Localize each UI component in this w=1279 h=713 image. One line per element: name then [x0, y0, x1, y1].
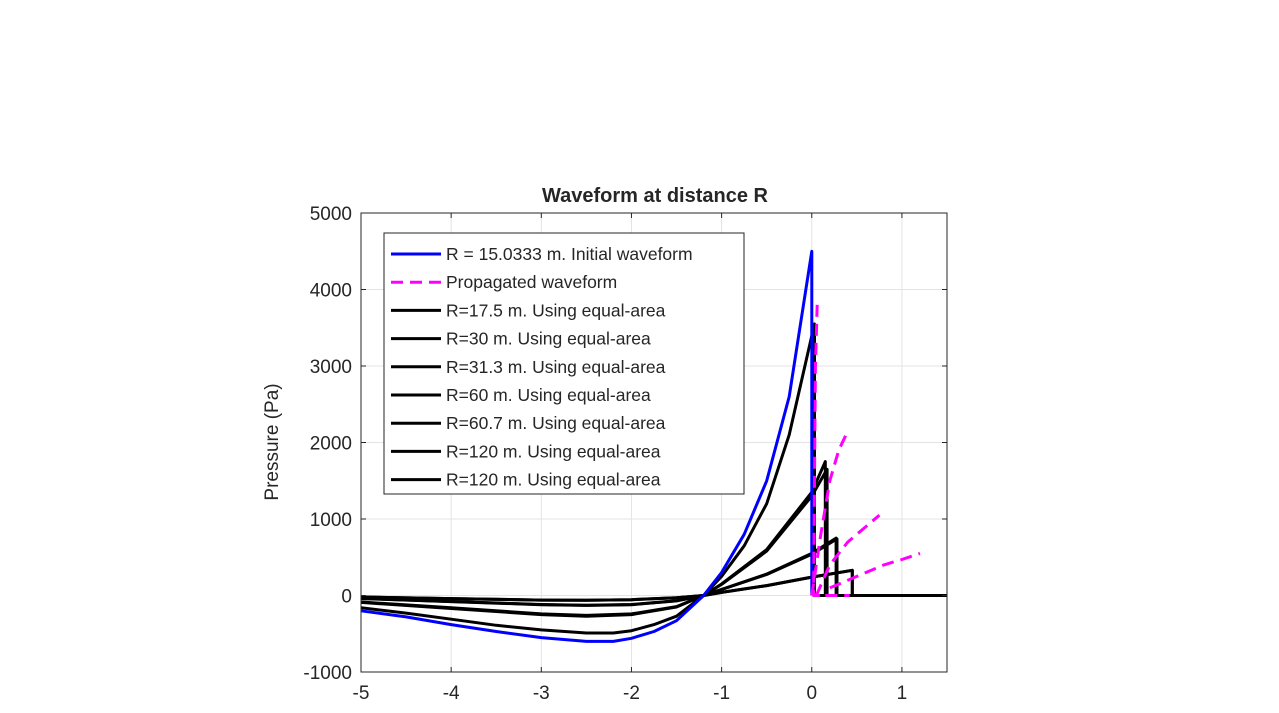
y-tick-label: 4000 [310, 281, 352, 302]
legend-label: Propagated waveform [446, 272, 617, 292]
series-line-1 [814, 514, 881, 597]
legend-label: R=30 m. Using equal-area [446, 329, 651, 349]
x-tick-label: -4 [443, 683, 460, 704]
y-tick-label: 5000 [310, 204, 352, 225]
legend-label: R=120 m. Using equal-area [446, 470, 661, 490]
y-tick-label: 3000 [310, 357, 352, 378]
legend-label: R = 15.0333 m. Initial waveform [446, 244, 693, 264]
legend-label: R=31.3 m. Using equal-area [446, 357, 666, 377]
y-tick-label: -1000 [303, 663, 352, 684]
y-tick-label: 2000 [310, 434, 352, 455]
legend: R = 15.0333 m. Initial waveform Propagate… [383, 232, 745, 495]
x-tick-label: -1 [713, 683, 730, 704]
series-line-1 [812, 304, 821, 597]
ticks: -5 -4 -3 -2 -1 0 1 -1000 0 1000 2000 3000 4000 5000 [303, 204, 947, 704]
x-tick-label: 0 [806, 683, 817, 704]
legend-label: R=17.5 m. Using equal-area [446, 300, 666, 320]
legend-label: R=60 m. Using equal-area [446, 385, 651, 405]
x-tick-label: -2 [623, 683, 640, 704]
series-line-1 [810, 430, 850, 596]
x-tick-label: -3 [533, 683, 550, 704]
series-line-1 [829, 551, 921, 590]
x-tick-label: 1 [897, 683, 908, 704]
series-line-2 [360, 322, 947, 635]
x-tick-label: -5 [353, 683, 370, 704]
series-lines [360, 249, 947, 643]
legend-label: R=60.7 m. Using equal-area [446, 413, 666, 433]
series-line-0 [360, 249, 814, 643]
legend-box [383, 232, 745, 495]
legend-label: R=120 m. Using equal-area [446, 441, 661, 461]
y-tick-label: 0 [341, 587, 352, 608]
chart-title: Waveform at distance R [542, 185, 769, 207]
y-tick-label: 1000 [310, 510, 352, 531]
y-axis-label: Pressure (Pa) [262, 383, 283, 500]
